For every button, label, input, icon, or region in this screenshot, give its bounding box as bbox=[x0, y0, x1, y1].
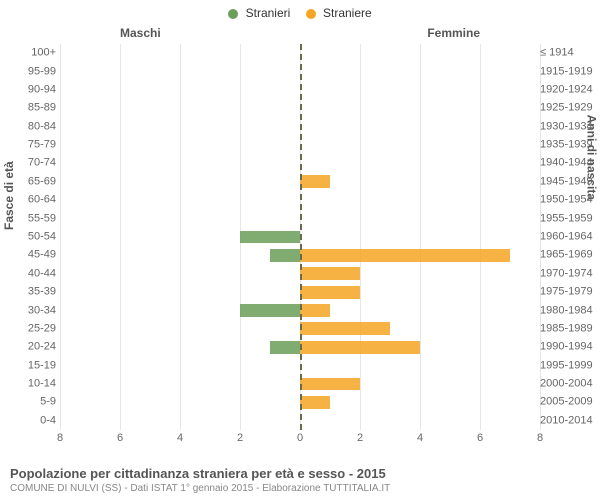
y-left-label: 5-9 bbox=[0, 397, 56, 408]
y-right-label: 1990-1994 bbox=[540, 342, 598, 353]
chart-footer: Popolazione per cittadinanza straniera p… bbox=[10, 466, 590, 494]
y-left-label: 35-39 bbox=[0, 287, 56, 298]
bar-male bbox=[240, 304, 300, 317]
bar-male bbox=[270, 341, 300, 354]
x-tick-label: 8 bbox=[537, 432, 543, 444]
y-right-label: 2010-2014 bbox=[540, 415, 598, 426]
x-tick-label: 2 bbox=[357, 432, 363, 444]
legend-swatch-female bbox=[306, 9, 316, 19]
y-left-label: 25-29 bbox=[0, 323, 56, 334]
y-left-label: 0-4 bbox=[0, 415, 56, 426]
legend-item-female: Straniere bbox=[306, 6, 372, 20]
y-right-label: 1970-1974 bbox=[540, 268, 598, 279]
legend-label-male: Stranieri bbox=[246, 6, 291, 20]
y-right-labels: ≤ 1914 1915-1919 1920-1924 1925-1929 1930-19… bbox=[540, 44, 598, 430]
y-left-label: 90-94 bbox=[0, 84, 56, 95]
y-right-label: 1950-1954 bbox=[540, 195, 598, 206]
x-tick-label: 4 bbox=[417, 432, 423, 444]
header-female: Femmine bbox=[427, 26, 480, 40]
x-tick-label: 4 bbox=[177, 432, 183, 444]
x-tick-label: 6 bbox=[477, 432, 483, 444]
bar-female bbox=[300, 341, 420, 354]
y-right-label: 1980-1984 bbox=[540, 305, 598, 316]
bar-female bbox=[300, 304, 330, 317]
y-left-label: 100+ bbox=[0, 48, 56, 59]
y-left-label: 80-84 bbox=[0, 121, 56, 132]
y-right-label: 2000-2004 bbox=[540, 379, 598, 390]
y-left-label: 20-24 bbox=[0, 342, 56, 353]
x-tick-label: 2 bbox=[237, 432, 243, 444]
bar-female bbox=[300, 175, 330, 188]
y-right-label: 1985-1989 bbox=[540, 323, 598, 334]
y-right-label: 1955-1959 bbox=[540, 213, 598, 224]
y-right-label: 1920-1924 bbox=[540, 84, 598, 95]
y-right-label: 1965-1969 bbox=[540, 250, 598, 261]
y-left-label: 70-74 bbox=[0, 158, 56, 169]
y-left-label: 65-69 bbox=[0, 176, 56, 187]
plot-area bbox=[60, 44, 540, 430]
y-left-label: 95-99 bbox=[0, 66, 56, 77]
y-left-label: 75-79 bbox=[0, 140, 56, 151]
x-tick-label: 6 bbox=[117, 432, 123, 444]
y-left-label: 50-54 bbox=[0, 232, 56, 243]
population-pyramid-chart: Stranieri Straniere Maschi Femmine Fasce… bbox=[0, 0, 600, 500]
zero-line bbox=[300, 44, 302, 430]
y-right-label: 1975-1979 bbox=[540, 287, 598, 298]
y-left-label: 55-59 bbox=[0, 213, 56, 224]
y-right-label: 1995-1999 bbox=[540, 360, 598, 371]
y-left-label: 40-44 bbox=[0, 268, 56, 279]
y-right-label: 1945-1949 bbox=[540, 176, 598, 187]
y-right-label: 1940-1944 bbox=[540, 158, 598, 169]
y-right-label: 1930-1934 bbox=[540, 121, 598, 132]
y-right-label: 1960-1964 bbox=[540, 232, 598, 243]
bar-female bbox=[300, 286, 360, 299]
y-left-labels: 100+ 95-99 90-94 85-89 80-84 75-79 70-74 65-69 6… bbox=[0, 44, 56, 430]
y-right-label: 1915-1919 bbox=[540, 66, 598, 77]
y-left-label: 30-34 bbox=[0, 305, 56, 316]
y-left-label: 85-89 bbox=[0, 103, 56, 114]
y-right-label: 2005-2009 bbox=[540, 397, 598, 408]
bar-female bbox=[300, 378, 360, 391]
y-left-label: 15-19 bbox=[0, 360, 56, 371]
y-right-label: 1935-1939 bbox=[540, 140, 598, 151]
bar-female bbox=[300, 322, 390, 335]
y-left-label: 45-49 bbox=[0, 250, 56, 261]
y-left-label: 10-14 bbox=[0, 379, 56, 390]
y-right-label: ≤ 1914 bbox=[540, 48, 598, 59]
legend: Stranieri Straniere bbox=[0, 6, 600, 20]
x-tick-label: 0 bbox=[297, 432, 303, 444]
bar-female bbox=[300, 267, 360, 280]
bar-female bbox=[300, 249, 510, 262]
y-left-label: 60-64 bbox=[0, 195, 56, 206]
legend-label-female: Straniere bbox=[323, 6, 372, 20]
chart-title: Popolazione per cittadinanza straniera p… bbox=[10, 466, 590, 481]
bar-male bbox=[270, 249, 300, 262]
legend-swatch-male bbox=[228, 9, 238, 19]
bar-female bbox=[300, 396, 330, 409]
header-male: Maschi bbox=[120, 26, 161, 40]
chart-subtitle: COMUNE DI NULVI (SS) - Dati ISTAT 1° gen… bbox=[10, 483, 590, 494]
x-tick-label: 8 bbox=[57, 432, 63, 444]
bar-male bbox=[240, 231, 300, 244]
x-axis: 8 6 4 2 0 2 4 6 8 bbox=[60, 432, 540, 448]
legend-item-male: Stranieri bbox=[228, 6, 290, 20]
y-right-label: 1925-1929 bbox=[540, 103, 598, 114]
